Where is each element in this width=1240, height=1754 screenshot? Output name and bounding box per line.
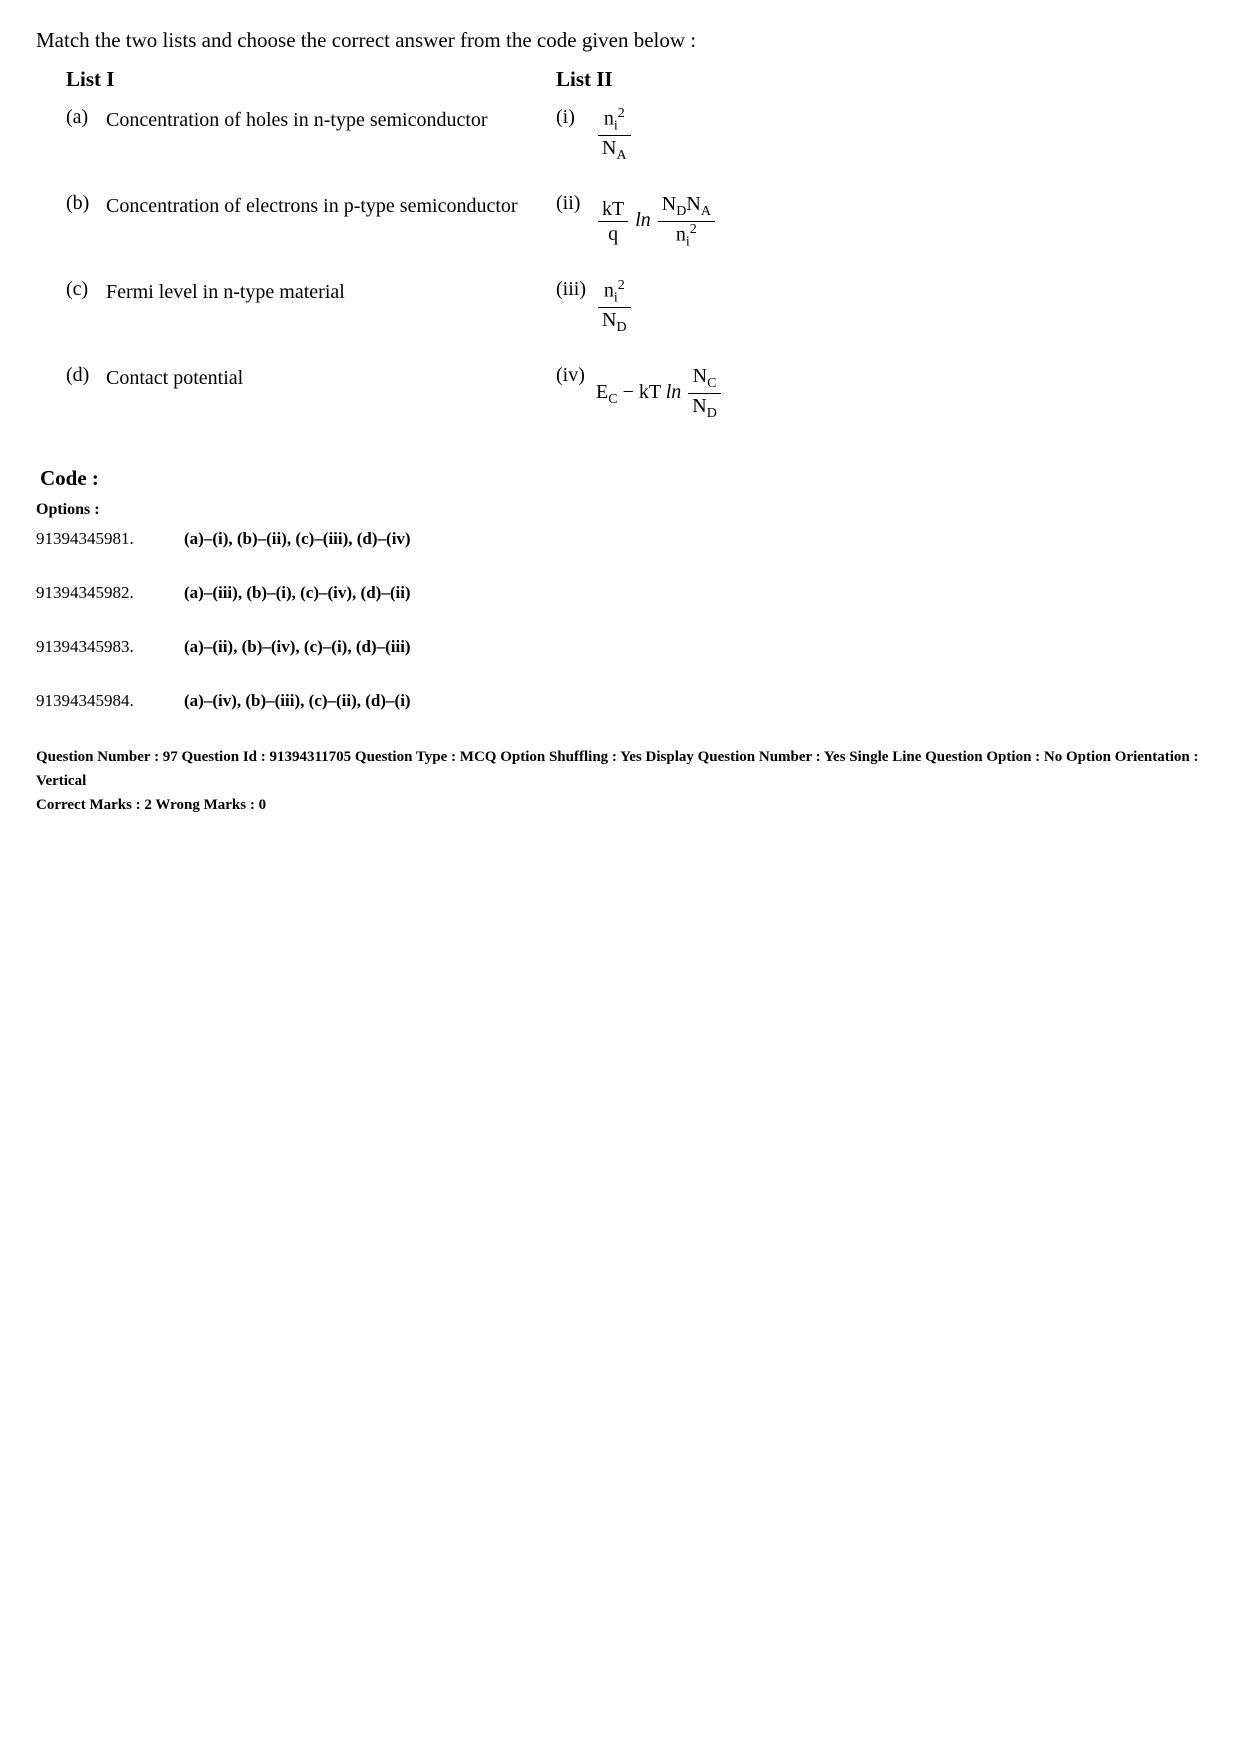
list2-item-iv: (iv) EC − kT ln NCND xyxy=(556,364,1204,424)
option-1-text: (a)–(i), (b)–(ii), (c)–(iii), (d)–(iv) xyxy=(184,529,411,549)
option-2: 91394345982. (a)–(iii), (b)–(i), (c)–(iv… xyxy=(36,583,1204,603)
list-2-heading: List II xyxy=(556,67,1204,92)
option-3-text: (a)–(ii), (b)–(iv), (c)–(i), (d)–(iii) xyxy=(184,637,411,657)
option-4: 91394345984. (a)–(iv), (b)–(iii), (c)–(i… xyxy=(36,691,1204,711)
option-3: 91394345983. (a)–(ii), (b)–(iv), (c)–(i)… xyxy=(36,637,1204,657)
list2-item-i: (i) ni2NA xyxy=(556,106,1204,166)
option-1: 91394345981. (a)–(i), (b)–(ii), (c)–(iii… xyxy=(36,529,1204,549)
question-metadata: Question Number : 97 Question Id : 91394… xyxy=(36,745,1204,817)
list1-item-b: (b) Concentration of electrons in p-type… xyxy=(66,192,536,252)
list1-a-marker: (a) xyxy=(66,106,106,129)
list1-c-text: Fermi level in n-type material xyxy=(106,278,345,306)
lists-container: List I (a) Concentration of holes in n-t… xyxy=(36,67,1204,450)
option-3-id: 91394345983. xyxy=(36,637,184,657)
list2-ii-formula: kTq ln NDNAni2 xyxy=(596,192,717,251)
list2-iii-formula: ni2ND xyxy=(596,278,633,337)
list2-iv-formula: EC − kT ln NCND xyxy=(596,364,723,423)
list2-iv-marker: (iv) xyxy=(556,364,596,387)
list1-a-text: Concentration of holes in n-type semicon… xyxy=(106,106,488,134)
list2-ii-marker: (ii) xyxy=(556,192,596,215)
list1-item-a: (a) Concentration of holes in n-type sem… xyxy=(66,106,536,166)
list1-d-text: Contact potential xyxy=(106,364,243,392)
list-1-heading: List I xyxy=(66,67,536,92)
options-label: Options : xyxy=(36,501,1204,519)
list1-item-c: (c) Fermi level in n-type material xyxy=(66,278,536,338)
list2-i-formula: ni2NA xyxy=(596,106,633,165)
list1-b-marker: (b) xyxy=(66,192,106,215)
code-heading: Code : xyxy=(40,466,1204,491)
list-2-column: List II (i) ni2NA (ii) kTq ln NDNAni2 (i… xyxy=(536,67,1204,450)
list-1-column: List I (a) Concentration of holes in n-t… xyxy=(36,67,536,450)
option-4-id: 91394345984. xyxy=(36,691,184,711)
list2-i-marker: (i) xyxy=(556,106,596,129)
meta-line-2: Correct Marks : 2 Wrong Marks : 0 xyxy=(36,793,1204,817)
option-4-text: (a)–(iv), (b)–(iii), (c)–(ii), (d)–(i) xyxy=(184,691,411,711)
list1-c-marker: (c) xyxy=(66,278,106,301)
list2-iii-marker: (iii) xyxy=(556,278,596,301)
option-2-text: (a)–(iii), (b)–(i), (c)–(iv), (d)–(ii) xyxy=(184,583,411,603)
list1-b-text: Concentration of electrons in p-type sem… xyxy=(106,192,518,220)
option-1-id: 91394345981. xyxy=(36,529,184,549)
list2-item-iii: (iii) ni2ND xyxy=(556,278,1204,338)
list2-item-ii: (ii) kTq ln NDNAni2 xyxy=(556,192,1204,252)
list1-d-marker: (d) xyxy=(66,364,106,387)
list1-item-d: (d) Contact potential xyxy=(66,364,536,424)
meta-line-1: Question Number : 97 Question Id : 91394… xyxy=(36,745,1204,793)
option-2-id: 91394345982. xyxy=(36,583,184,603)
instruction-text: Match the two lists and choose the corre… xyxy=(36,28,1204,53)
